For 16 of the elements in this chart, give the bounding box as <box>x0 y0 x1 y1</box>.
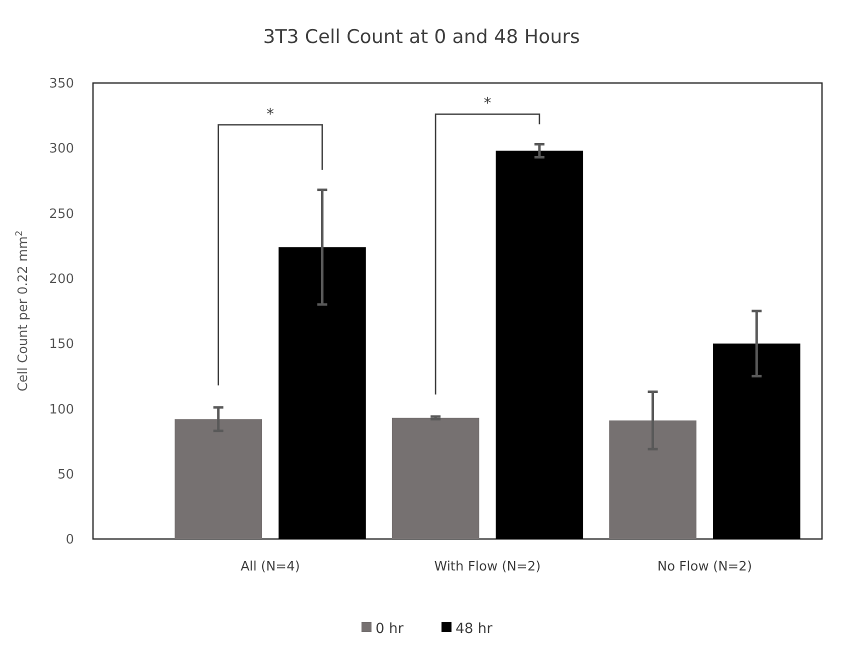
legend-label: 0 hr <box>376 620 404 637</box>
y-tick-label: 300 <box>49 142 74 157</box>
legend-label: 48 hr <box>456 620 493 637</box>
x-tick-label: No Flow (N=2) <box>657 560 752 575</box>
y-tick-label: 100 <box>49 402 74 418</box>
y-tick-label: 350 <box>49 76 74 92</box>
chart-title: 3T3 Cell Count at 0 and 48 Hours <box>263 26 580 48</box>
y-tick-label: 50 <box>57 467 74 482</box>
y-tick-label: 0 <box>66 532 74 548</box>
annotation: * <box>484 94 492 112</box>
annotation: * <box>266 104 275 123</box>
y-tick-label: 200 <box>49 272 74 287</box>
x-tick-label: All (N=4) <box>240 560 300 575</box>
y-tick-label: 250 <box>49 206 74 222</box>
x-tick-label: With Flow (N=2) <box>434 560 541 575</box>
y-tick-label: 150 <box>49 337 74 352</box>
